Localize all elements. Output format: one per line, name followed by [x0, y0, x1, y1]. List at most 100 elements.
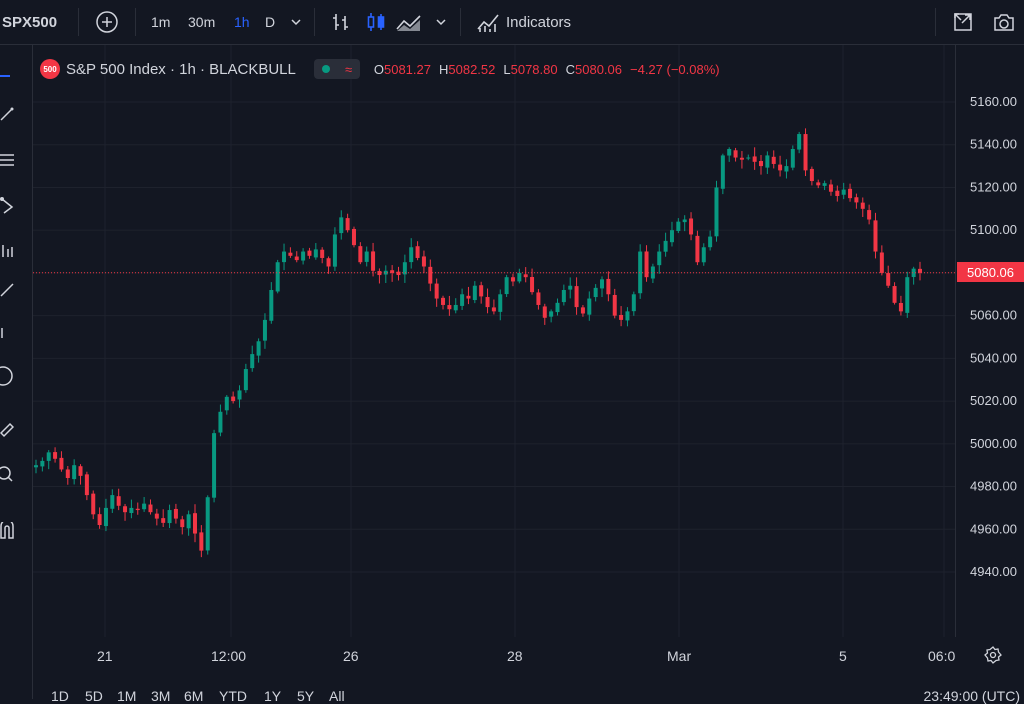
candle-body: [485, 297, 490, 308]
range-5y[interactable]: 5Y: [297, 688, 315, 704]
ruler-icon[interactable]: [0, 419, 16, 441]
candle-body: [383, 270, 388, 275]
interval-1h[interactable]: 1h: [234, 14, 250, 30]
candle-body: [103, 507, 108, 527]
forecast-icon[interactable]: [0, 240, 16, 262]
candle-body: [886, 273, 891, 286]
candle-body: [428, 266, 433, 284]
top-toolbar: SPX500 1m 30m 1h D Indicators: [0, 0, 1024, 45]
candle-body: [631, 294, 636, 312]
candle-body: [167, 510, 172, 524]
candle-body: [186, 514, 191, 529]
interval-d[interactable]: D: [265, 14, 276, 30]
price-axis[interactable]: 4940.00 4960.00 4980.00 5000.00 5020.00 5040.…: [955, 45, 1024, 637]
divider: [78, 8, 79, 36]
candle-body: [434, 283, 439, 299]
candle-body: [657, 251, 662, 266]
candle-body: [803, 134, 808, 171]
candle-body: [40, 460, 45, 467]
pattern-icon[interactable]: [0, 195, 16, 217]
candle-body: [192, 513, 197, 534]
interval-30m[interactable]: 30m: [188, 14, 216, 30]
bar-chart-icon[interactable]: [330, 0, 352, 44]
range-1m[interactable]: 1M: [117, 688, 137, 704]
candles-icon[interactable]: [365, 0, 387, 44]
candle-body: [918, 268, 922, 273]
candle-body: [479, 285, 484, 297]
symbol-search[interactable]: SPX500: [2, 0, 57, 44]
candle-body: [402, 262, 407, 275]
divider: [460, 8, 461, 36]
candle-body: [663, 240, 668, 252]
trend-line-icon[interactable]: [0, 103, 16, 125]
chevron-down-icon[interactable]: [290, 0, 302, 44]
camera-icon[interactable]: [992, 0, 1016, 44]
candlestick-chart[interactable]: [33, 45, 955, 637]
status-pill[interactable]: ≈: [313, 59, 360, 79]
candle-body: [72, 465, 77, 480]
range-1d[interactable]: 1D: [51, 688, 69, 704]
utc-time[interactable]: 23:49:00 (UTC): [923, 688, 1020, 704]
candle-body: [771, 156, 776, 164]
price-change: −4.27 (−0.08%): [630, 61, 720, 77]
candle-body: [790, 149, 795, 168]
low-label: L: [503, 61, 511, 77]
range-6m[interactable]: 6M: [184, 688, 204, 704]
market-open-dot: [321, 65, 330, 73]
area-chart-icon[interactable]: [395, 0, 423, 44]
chart-legend: 500 S&P 500 Index · 1h · BLACKBULL ≈ O50…: [40, 56, 720, 82]
fullscreen-icon[interactable]: [952, 0, 974, 44]
divider: [135, 8, 136, 36]
candle-body: [561, 290, 566, 303]
candle-body: [91, 493, 96, 515]
open-value: 5081.27: [383, 61, 431, 77]
zoom-icon[interactable]: [0, 463, 16, 485]
plus-circle-icon[interactable]: [95, 0, 119, 44]
interval-1m[interactable]: 1m: [151, 14, 171, 30]
candle-body: [727, 149, 732, 156]
range-ytd[interactable]: YTD: [219, 688, 247, 704]
candle-body: [447, 305, 452, 310]
range-5d[interactable]: 5D: [85, 688, 103, 704]
magnet-icon[interactable]: [0, 521, 16, 543]
range-1y[interactable]: 1Y: [264, 688, 282, 704]
candle-body: [409, 247, 414, 263]
candle-body: [224, 396, 229, 411]
time-tick-label: 5: [839, 648, 847, 664]
candle-body: [275, 262, 280, 292]
fib-icon[interactable]: [0, 149, 16, 171]
candle-body: [116, 496, 121, 506]
candle-body: [835, 190, 840, 196]
emoji-icon[interactable]: [0, 365, 16, 387]
text-icon[interactable]: [0, 322, 16, 344]
candle-body: [580, 307, 585, 314]
candle-body: [78, 466, 83, 476]
cursor-icon[interactable]: [0, 65, 16, 87]
candle-body: [123, 506, 128, 513]
wave-icon: ≈: [344, 61, 353, 77]
candle-body: [180, 519, 185, 528]
candle-body: [797, 134, 802, 150]
candle-body: [733, 150, 738, 158]
candle-body: [345, 218, 350, 231]
candle-body: [714, 187, 719, 237]
candle-body: [231, 396, 236, 402]
range-3m[interactable]: 3M: [151, 688, 171, 704]
gear-icon[interactable]: [983, 645, 1003, 665]
brush-icon[interactable]: [0, 279, 16, 301]
candle-body: [759, 161, 764, 167]
candle-body: [282, 251, 287, 263]
indicators-button[interactable]: Indicators: [476, 0, 571, 44]
drawing-toolbar: [0, 45, 33, 699]
time-axis[interactable]: 21 12:00 26 28 Mar 5 06:0: [33, 637, 955, 671]
candle-body: [905, 277, 910, 313]
symbol-badge: 500: [40, 59, 60, 79]
candle-body: [898, 302, 903, 312]
chevron-down-icon[interactable]: [435, 0, 447, 44]
candle-body: [778, 164, 783, 171]
legend-title[interactable]: S&P 500 Index · 1h · BLACKBULL: [66, 60, 296, 78]
candle-body: [199, 532, 204, 551]
candle-body: [415, 246, 420, 258]
candle-body: [351, 228, 356, 246]
range-all[interactable]: All: [329, 688, 345, 704]
